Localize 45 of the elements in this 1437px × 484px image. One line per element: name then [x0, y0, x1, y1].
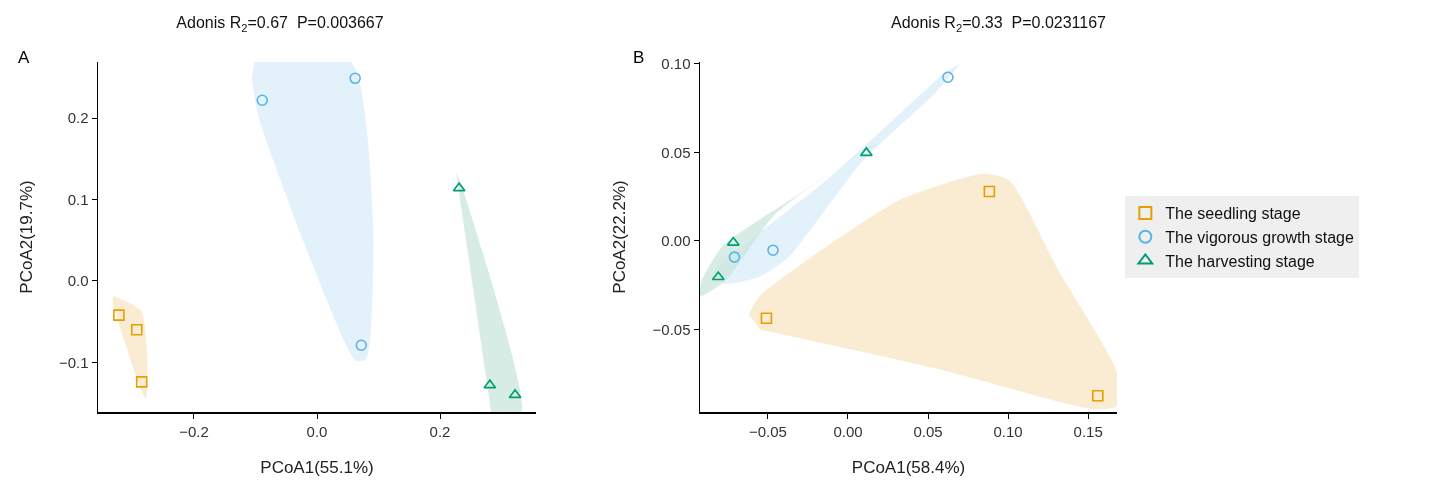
point	[256, 94, 269, 107]
x-tick-label: −0.05	[748, 422, 787, 440]
y-axis-title: PCoA2(19.7%)	[16, 180, 36, 294]
y-axis-title: PCoA2(22.2%)	[610, 180, 630, 294]
y-tick-label: 0.10	[661, 55, 691, 73]
text: A	[18, 48, 30, 67]
point	[760, 312, 773, 325]
x-tick-label: 0.0	[306, 422, 328, 440]
x-tick-label: 0.05	[913, 422, 943, 440]
point	[483, 379, 497, 389]
x-tick-label: −0.2	[179, 422, 209, 440]
text: B	[633, 48, 645, 67]
point	[942, 71, 954, 84]
x-tick-label: 0.15	[1073, 422, 1103, 440]
point	[135, 376, 148, 388]
x-axis-title: PCoA1(58.4%)	[851, 457, 966, 477]
point	[728, 251, 741, 263]
y-tick-label: 0.00	[661, 232, 691, 250]
point	[349, 72, 361, 85]
y-tick-label: −0.1	[58, 353, 89, 371]
legend-label: The seedling stage	[1165, 205, 1301, 223]
point	[113, 309, 125, 321]
point	[130, 323, 143, 336]
y-tick-label: 0.2	[67, 109, 89, 127]
point	[726, 236, 740, 246]
point	[711, 271, 725, 281]
y-tick-label: 0.05	[661, 143, 691, 161]
x-tick-label: 0.00	[833, 422, 863, 440]
point	[508, 389, 522, 399]
y-tick-label: −0.05	[652, 320, 691, 338]
x-tick-label: 0.10	[993, 422, 1023, 440]
point	[767, 244, 779, 256]
point	[983, 185, 996, 198]
legend-label: The harvesting stage	[1165, 252, 1315, 270]
legend-label: The vigorous growth stage	[1165, 228, 1354, 246]
point	[1091, 389, 1104, 402]
y-tick-label: 0.0	[67, 272, 89, 290]
point	[859, 147, 873, 157]
y-tick-label: 0.1	[67, 190, 89, 208]
x-axis-title: PCoA1(55.1%)	[260, 457, 374, 477]
point	[355, 339, 368, 352]
chart-title: Adonis R$_{2}$=0.33 P=0.0231167	[891, 14, 1107, 34]
chart-title: Adonis R$_{2}$=0.67 P=0.003667	[176, 14, 384, 34]
point	[452, 182, 466, 192]
x-tick-label: 0.2	[429, 422, 451, 440]
